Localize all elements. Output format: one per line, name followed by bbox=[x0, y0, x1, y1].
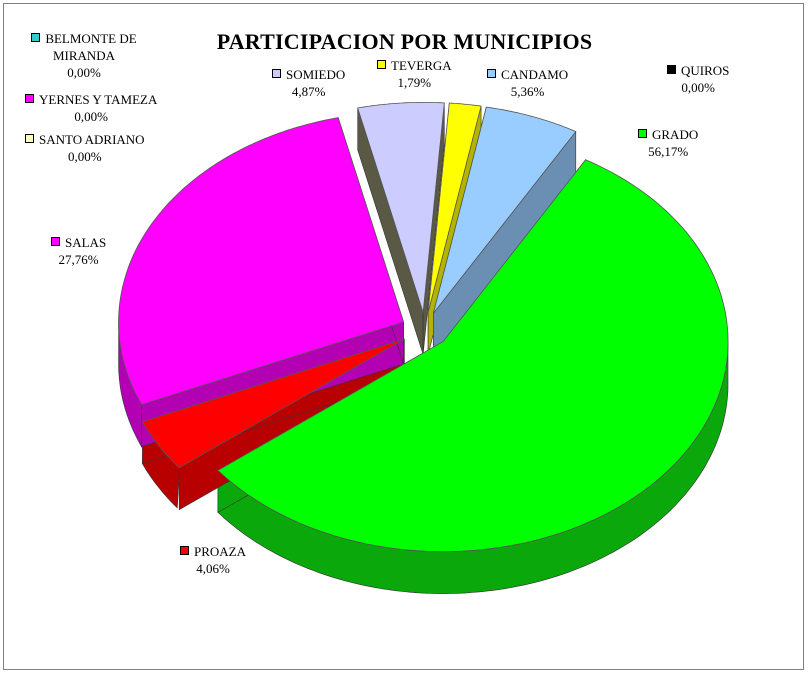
label-somiedo: SOMIEDO 4,87% bbox=[272, 66, 345, 100]
legend-swatch-salas bbox=[51, 237, 60, 246]
label-value-salas: 27,76% bbox=[58, 252, 99, 267]
label-value-quiros: 0,00% bbox=[681, 80, 715, 95]
legend-swatch-yernes-y-tameza bbox=[25, 94, 34, 103]
label-name-grado: GRADO bbox=[652, 127, 699, 142]
label-value-yernes-y-tameza: 0,00% bbox=[74, 109, 108, 124]
label-value-santo-adriano: 0,00% bbox=[67, 149, 102, 164]
label-value-belmonte-de-miranda: 0,00% bbox=[67, 65, 101, 80]
legend-swatch-belmonte-de-miranda bbox=[31, 33, 41, 42]
label-value-somiedo: 4,87% bbox=[291, 84, 326, 99]
label-quiros: QUIROS 0,00% bbox=[667, 62, 729, 96]
label-name-teverga: TEVERGA bbox=[391, 58, 452, 73]
legend-swatch-teverga bbox=[377, 60, 386, 69]
slice-somiedo bbox=[357, 102, 445, 313]
legend-swatch-santo-adriano bbox=[25, 134, 34, 143]
label-grado: GRADO 56,17% bbox=[638, 126, 698, 160]
label-value-candamo: 5,36% bbox=[510, 84, 545, 99]
label-name-yernes-y-tameza: YERNES Y TAMEZA bbox=[39, 92, 158, 107]
legend-swatch-candamo bbox=[487, 69, 496, 78]
label-name-salas: SALAS bbox=[65, 235, 107, 250]
label-value-proaza: 4,06% bbox=[196, 561, 230, 576]
legend-swatch-somiedo bbox=[272, 69, 281, 78]
label-name-quiros: QUIROS bbox=[681, 63, 730, 78]
label-proaza: PROAZA 4,06% bbox=[180, 543, 246, 577]
legend-swatch-proaza bbox=[180, 546, 189, 555]
label-yernes-y-tameza: YERNES Y TAMEZA 0,00% bbox=[25, 91, 157, 125]
label-name-proaza: PROAZA bbox=[194, 544, 247, 559]
slice-grado bbox=[217, 159, 729, 553]
label-belmonte-de-miranda: BELMONTE DE MIRANDA 0,00% bbox=[25, 30, 143, 81]
label-value-grado: 56,17% bbox=[648, 144, 689, 159]
chart-title: PARTICIPACION POR MUNICIPIOS bbox=[216, 29, 593, 54]
slice-teverga bbox=[427, 102, 482, 313]
label-teverga: TEVERGA 1,79% bbox=[377, 57, 452, 91]
slice-salas bbox=[118, 117, 405, 406]
label-value-teverga: 1,79% bbox=[397, 75, 432, 90]
slice-candamo bbox=[432, 106, 577, 314]
label-santo-adriano: SANTO ADRIANO 0,00% bbox=[25, 131, 145, 165]
slice-proaza bbox=[141, 338, 405, 469]
legend-swatch-quiros bbox=[667, 65, 676, 74]
legend-swatch-grado bbox=[638, 129, 647, 138]
label-name-candamo: CANDAMO bbox=[501, 67, 569, 82]
label-name-belmonte-de-miranda: BELMONTE DE MIRANDA bbox=[45, 31, 137, 63]
label-name-somiedo: SOMIEDO bbox=[286, 67, 346, 82]
label-candamo: CANDAMO 5,36% bbox=[487, 66, 568, 100]
label-salas: SALAS 27,76% bbox=[51, 234, 106, 268]
label-name-santo-adriano: SANTO ADRIANO bbox=[39, 132, 145, 147]
